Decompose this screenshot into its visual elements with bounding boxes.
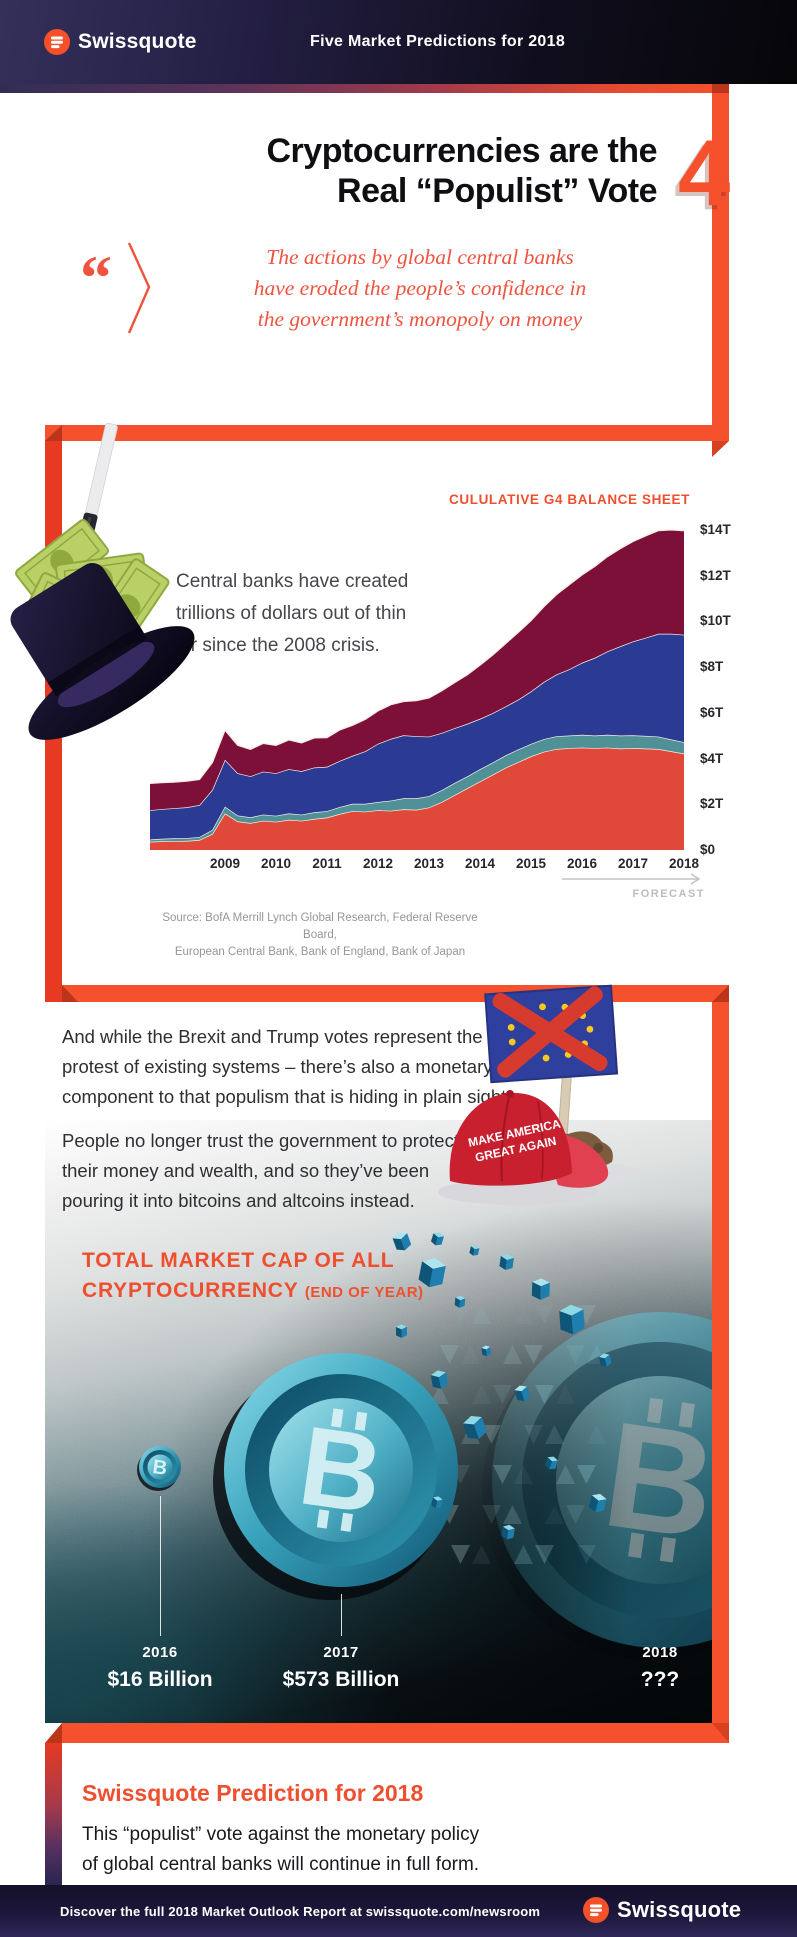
x-tick-label: 2017	[617, 856, 649, 871]
prediction-text: This “populist” vote against the monetar…	[82, 1824, 480, 1875]
bitcoin-coin-2017: B	[213, 1353, 458, 1600]
frame-top-bar	[45, 425, 729, 441]
bitcoin-coins-illustration: B B B	[137, 1232, 729, 1660]
footer-brand: Swissquote	[583, 1897, 741, 1923]
y-tick-label: $6T	[700, 704, 724, 720]
header-brand: Swissquote	[44, 29, 197, 55]
coin-year-2016: 2016	[142, 1644, 178, 1661]
hero-title: Cryptocurrencies are the Real “Populist”…	[266, 132, 658, 210]
area-red	[150, 747, 684, 850]
frame-right-bar-bottom	[712, 1002, 729, 1723]
x-tick-label: 2014	[464, 856, 496, 871]
frame-fold	[45, 1723, 62, 1743]
x-tick-label: 2016	[566, 856, 598, 871]
x-tick-label: 2018	[668, 856, 700, 871]
frame-right-bar-top	[712, 93, 729, 441]
coin-value-2018: ???	[640, 1668, 680, 1691]
frame-fold	[712, 441, 729, 457]
coin-connector-line	[341, 1594, 342, 1636]
quote-mark-icon: “	[80, 242, 112, 313]
forecast-label: FORECAST	[632, 888, 705, 900]
swissquote-logo-icon	[44, 29, 70, 55]
x-tick-label: 2013	[413, 856, 445, 871]
chart-source: Source: BofA Merrill Lynch Global Resear…	[162, 912, 478, 958]
coin-value-2017: $573 Billion	[282, 1668, 400, 1691]
frame-bottom-bar-2	[62, 1723, 729, 1743]
crypto-section-title: TOTAL MARKET CAP OF ALL CRYPTOCURRENCY (…	[82, 1246, 424, 1308]
x-tick-label: 2012	[362, 856, 394, 871]
y-tick-label: $4T	[700, 750, 724, 766]
y-tick-label: $8T	[700, 659, 724, 675]
x-tick-label: 2011	[312, 856, 342, 871]
cube-fragments-decor	[392, 1232, 612, 1540]
stacked-area-chart	[150, 529, 685, 850]
bitcoin-symbol: B	[151, 1456, 168, 1480]
x-tick-label: 2010	[260, 856, 292, 871]
crypto-title-line1: TOTAL MARKET CAP OF ALL	[82, 1249, 395, 1272]
prediction-title: Swissquote Prediction for 2018	[82, 1780, 424, 1806]
y-tick-label: $14T	[700, 522, 731, 537]
header-accent-strip	[0, 84, 729, 93]
x-tick-label: 2009	[209, 856, 241, 871]
body-paragraph-2: People no longer trust the government to…	[62, 1130, 459, 1211]
frame-fold	[712, 84, 729, 93]
y-tick-label: $0	[700, 842, 716, 857]
y-tick-label: $2T	[700, 796, 724, 812]
maga-hat-illustration: MAKE AMERICA GREAT AGAIN	[438, 1090, 609, 1205]
eu-flag	[484, 984, 619, 1084]
chevron-right-icon	[127, 242, 151, 334]
area-maroon	[150, 529, 684, 811]
swissquote-logo-icon	[583, 1897, 609, 1923]
hero-quote: The actions by global central banks have…	[253, 245, 587, 331]
bitcoin-coin-2016: B	[137, 1446, 181, 1491]
coin-connector-line	[160, 1496, 161, 1636]
hat-crown	[449, 1092, 572, 1186]
coin-year-2017: 2017	[323, 1644, 359, 1661]
forecast-arrow-icon	[562, 873, 701, 885]
body-paragraph-1: And while the Brexit and Trump votes rep…	[62, 1026, 512, 1107]
chart-callout: Central banks have created trillions of …	[176, 571, 409, 656]
y-tick-label: $10T	[700, 613, 731, 629]
brand-name: Swissquote	[617, 1897, 742, 1922]
page-title: Five Market Predictions for 2018	[310, 33, 566, 50]
brand-name: Swissquote	[78, 30, 197, 53]
chart-title: CULULATIVE G4 BALANCE SHEET	[449, 492, 690, 507]
coin-year-2018: 2018	[642, 1644, 678, 1661]
crypto-title-line2: CRYPTOCURRENCY	[82, 1279, 299, 1302]
footer: Discover the full 2018 Market Outlook Re…	[0, 1885, 797, 1937]
crypto-title-suffix: (END OF YEAR)	[304, 1284, 424, 1301]
header: Swissquote Five Market Predictions for 2…	[0, 0, 797, 84]
bitcoin-coin-2018: B	[482, 1312, 729, 1660]
y-tick-label: $12T	[700, 567, 731, 583]
footer-text: Discover the full 2018 Market Outlook Re…	[60, 1904, 541, 1919]
magician-hat-illustration	[10, 422, 195, 740]
top-hat-icon	[10, 562, 195, 740]
frame-left-gradient-bar	[45, 1743, 62, 1885]
area-boundary	[150, 529, 685, 784]
hero-number: 4	[678, 120, 731, 225]
coin-value-2016: $16 Billion	[107, 1668, 213, 1691]
x-tick-label: 2015	[515, 856, 547, 871]
